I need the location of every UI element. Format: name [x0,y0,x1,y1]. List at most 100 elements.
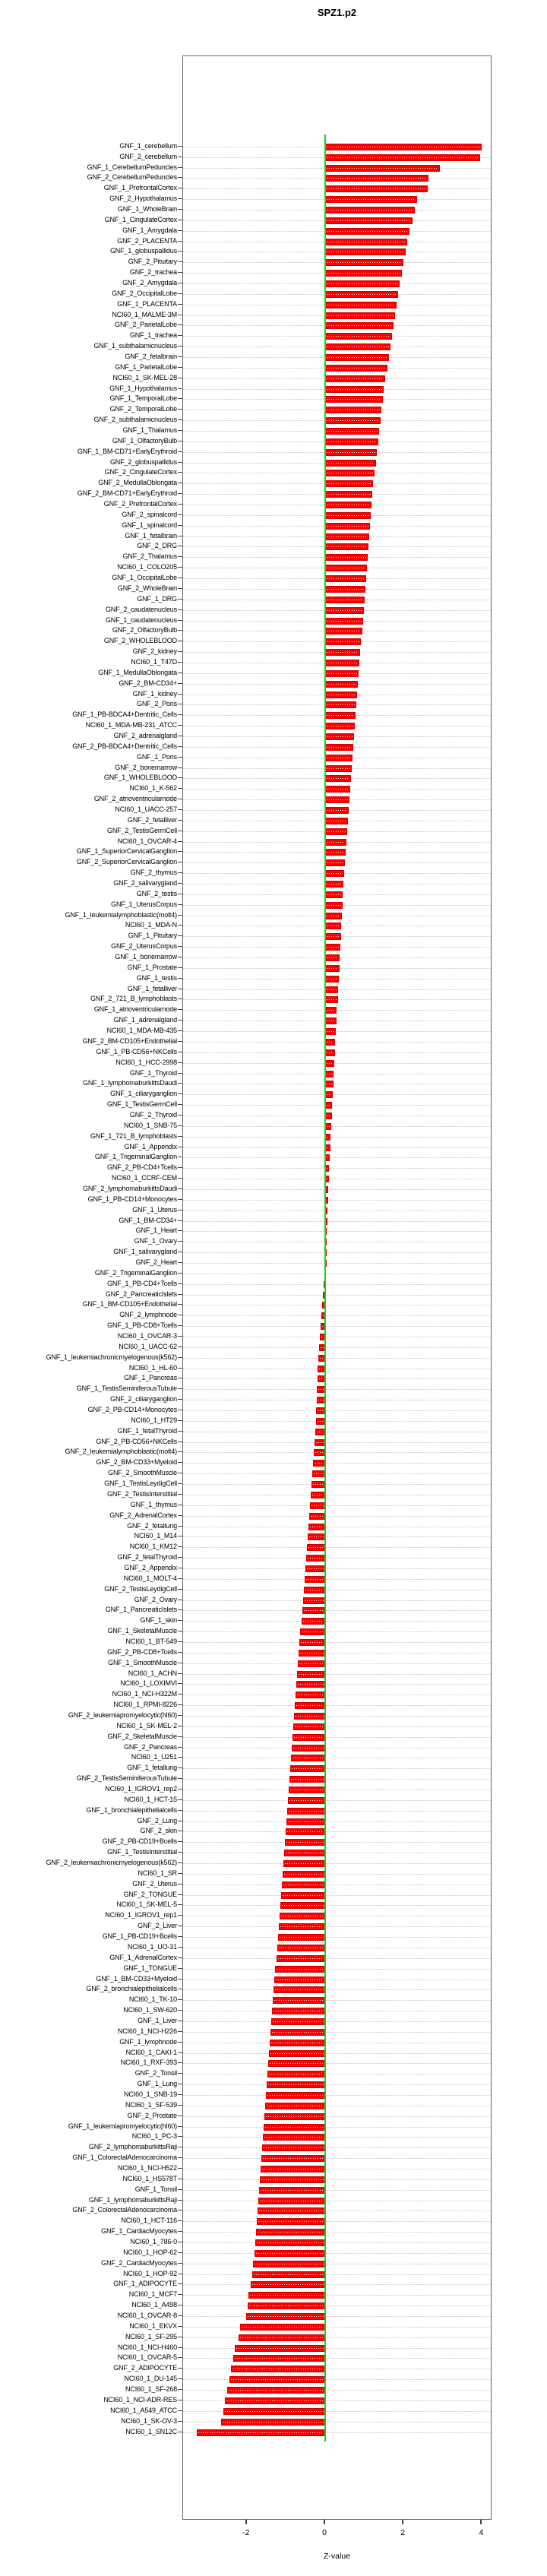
gridline [183,2158,491,2160]
bar [300,1628,325,1636]
bar [325,754,353,761]
bar [265,2102,325,2109]
bar [311,1481,325,1489]
gridline [183,2379,491,2381]
y-tick [178,872,182,874]
bar-grid-dots [327,273,400,274]
y-tick [178,1588,182,1590]
y-tick [178,251,182,252]
gridline [183,2432,491,2433]
y-label: GNF_1_fetalliver [127,984,177,992]
y-tick [178,2073,182,2074]
bar-grid-dots [321,1347,324,1348]
bar [306,1544,325,1552]
y-label: NCI60_1_HS578T [122,2174,178,2182]
y-tick [178,524,182,526]
y-tick [178,504,182,505]
gridline [183,2031,491,2033]
bar [325,712,356,720]
y-label: GNF_1_SmoothMuscle [108,1658,177,1666]
bar-grid-dots [226,2400,324,2401]
y-label: NCI60_1_IGROV1_rep2 [105,1785,177,1793]
y-tick [178,1936,182,1938]
y-label: GNF_1_TestisSeminiferousTubule [76,1385,177,1393]
y-label: GNF_1_leukemialymphoblastic(molt4) [65,910,178,919]
y-label: GNF_1_trachea [129,331,177,340]
y-label: NCI60_1_SNB-75 [124,1121,177,1129]
gridline [183,2232,491,2233]
bar-grid-dots [286,1842,324,1843]
bar-grid-dots [327,810,347,811]
bar-grid-dots [282,1894,324,1896]
gridline [183,1979,491,1980]
bar-grid-dots [276,1979,324,1980]
bar [280,1902,325,1910]
bar-grid-dots [323,1315,324,1317]
y-tick [178,1809,182,1811]
bar-grid-dots [266,2116,324,2117]
bar-grid-dots [303,1610,324,1612]
gridline [183,1326,491,1328]
bar [325,343,390,351]
bar-grid-dots [327,293,397,295]
y-tick [178,2347,182,2348]
y-label: NCI60_1_A549_ATCC [110,2406,177,2414]
bar-grid-dots [236,2347,324,2349]
bar [325,280,400,287]
bar-grid-dots [253,2274,324,2275]
bar-grid-dots [327,609,362,611]
y-label: NCI60_1_SK-OV-3 [121,2416,177,2425]
gridline [183,1031,491,1033]
bar [299,1638,325,1646]
gridline [183,2126,491,2128]
y-label: GNF_1_Liver [138,2016,177,2024]
bar-grid-dots [270,2052,324,2054]
y-label: GNF_1_PancreaticIslets [105,1606,177,1614]
bar-grid-dots [327,841,345,843]
y-tick [178,2041,182,2043]
bar-grid-dots [299,1663,324,1664]
y-tick [178,261,182,263]
y-label: NCI60_1_MDA-N [125,921,177,929]
y-tick [178,2104,182,2106]
bar-grid-dots [283,1873,324,1875]
bar [273,1997,325,2005]
gridline [183,2410,491,2412]
y-tick [178,293,182,294]
bar-grid-dots [298,1684,324,1685]
y-label: GNF_1_Lung [137,2080,177,2088]
y-label: NCI60_1_T47D [131,657,177,666]
bar [325,196,418,204]
gridline [183,2347,491,2349]
bar [240,2323,325,2331]
bar-grid-dots [327,862,343,864]
bar-grid-dots [327,873,343,875]
bar-grid-dots [327,778,350,780]
bar [325,290,398,298]
bar [325,502,372,509]
gridline [183,1220,491,1222]
bar-grid-dots [307,1558,324,1559]
y-label: GNF_2_BM-CD34+ [119,679,177,687]
y-label: GNF_1_Uterus [132,1205,177,1214]
y-tick [178,409,182,410]
bar [325,954,340,962]
y-tick [178,1030,182,1032]
bar [231,2366,325,2373]
y-label: NCI60_1_CCRF-CEM [111,1174,177,1182]
bar-grid-dots [327,1105,331,1106]
bar-grid-dots [327,884,342,885]
y-tick [178,1388,182,1390]
bar-grid-dots [277,1957,324,1959]
gridline [183,1610,491,1612]
y-tick [178,1304,182,1305]
bar [325,996,338,1004]
bar [325,438,378,445]
y-label: GNF_1_testis [136,973,177,982]
bar [282,1870,325,1878]
bar-grid-dots [264,2137,324,2138]
bar-grid-dots [317,1420,324,1422]
y-tick [178,567,182,568]
bar [256,2218,325,2226]
bar [325,1102,333,1109]
